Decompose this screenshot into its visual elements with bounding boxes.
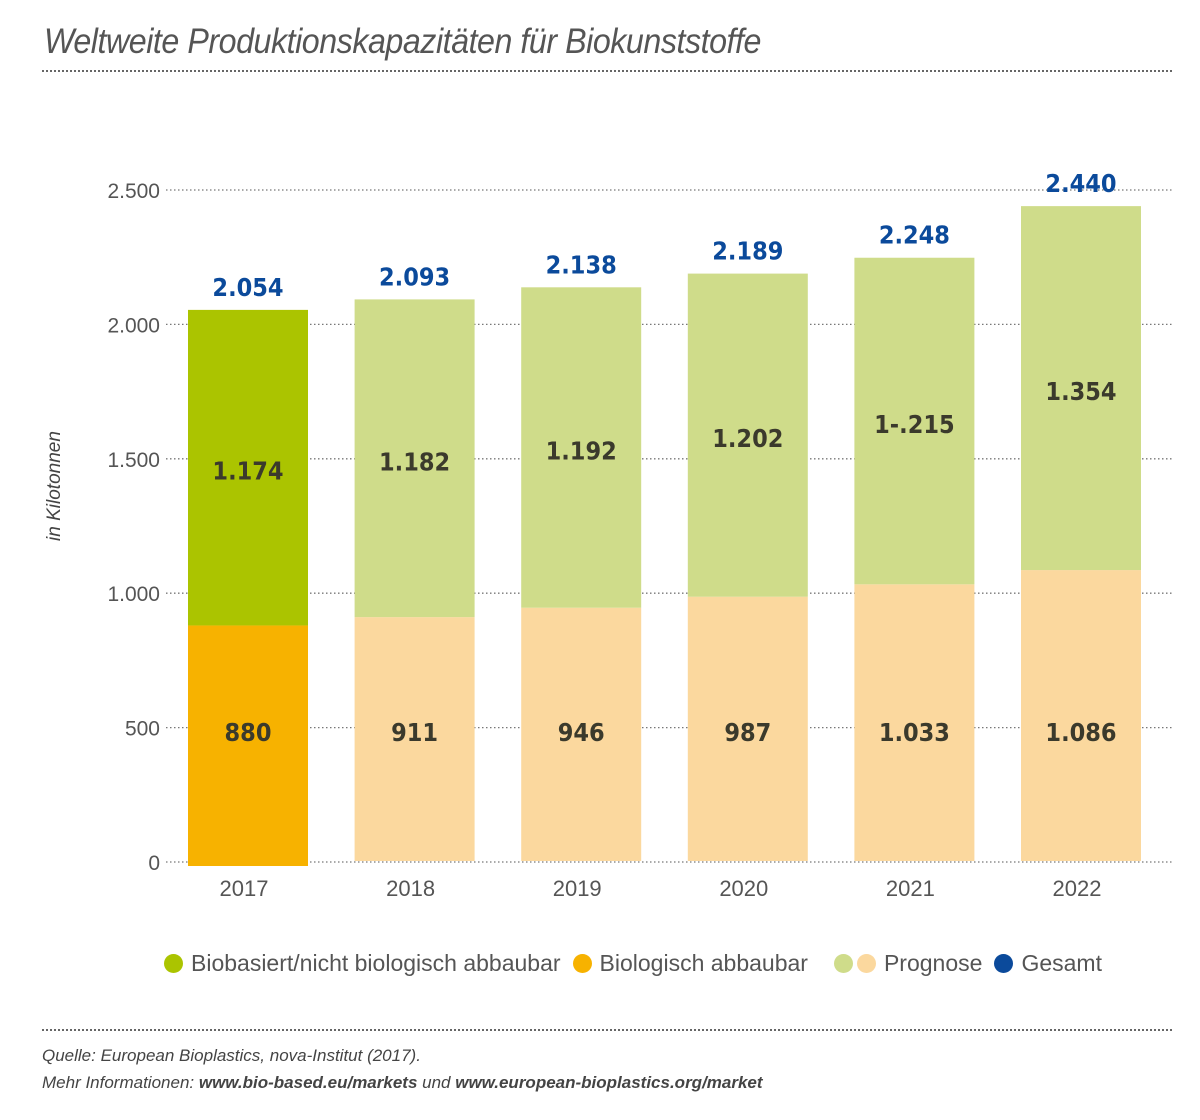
legend-item-biodegradable: Biologisch abbaubar: [572, 950, 808, 977]
data-label-total: 2.093: [379, 262, 450, 291]
bar-segment-biodegradable: [687, 596, 808, 861]
data-label-biobased: 1.182: [379, 447, 450, 476]
bar-segment-biobased: [1021, 206, 1141, 571]
legend-item-total: Gesamt: [994, 950, 1102, 977]
data-label-biobased: 1.354: [1045, 377, 1116, 406]
y-tick-label: 1.000: [107, 583, 160, 606]
title-divider: [42, 70, 1172, 72]
footer-divider: [42, 1029, 1172, 1031]
bar-segment-biodegradable: [854, 584, 975, 861]
y-tick-label: 2.000: [107, 314, 160, 337]
y-tick-label: 500: [125, 718, 160, 741]
data-label-biodegradable: 946: [558, 718, 605, 747]
y-tick-label: 1.500: [107, 449, 160, 472]
data-label-biodegradable: 1.033: [879, 718, 950, 747]
data-label-biodegradable: 1.086: [1045, 718, 1116, 747]
x-tick-label: 2021: [886, 876, 935, 901]
chart-title: Weltweite Produktionskapazitäten für Bio…: [44, 22, 761, 61]
legend-label: Gesamt: [1021, 950, 1102, 976]
link-bio-based[interactable]: www.bio-based.eu/markets: [198, 1073, 418, 1092]
data-label-total: 2.248: [879, 221, 950, 250]
data-label-biobased: 1.192: [546, 437, 617, 466]
legend-item-forecast: Prognose: [833, 950, 983, 977]
data-label-biobased: 1-.215: [874, 410, 954, 439]
legend-label: Biologisch abbaubar: [599, 950, 808, 976]
y-axis-label: in Kilotonnen: [44, 431, 65, 541]
legend-swatch-forecast-orange: [856, 954, 876, 973]
source-note: Quelle: European Bioplastics, nova-Insti…: [42, 1046, 421, 1065]
legend-item-biobased: Biobasiert/nicht biologisch abbaubar: [164, 950, 561, 977]
legend-label: Biobasiert/nicht biologisch abbaubar: [191, 950, 561, 976]
legend-label: Prognose: [883, 950, 983, 976]
y-tick-label: 2.500: [107, 180, 160, 203]
data-label-biodegradable: 880: [225, 718, 272, 747]
data-label-biodegradable: 911: [391, 718, 438, 747]
bar-segment-biobased: [687, 273, 808, 597]
bar-segment-biodegradable: [521, 607, 642, 861]
x-tick-label: 2020: [719, 876, 768, 901]
data-label-total: 2.054: [212, 273, 283, 302]
data-label-biobased: 1.174: [212, 457, 283, 486]
legend-swatch-biodegradable: [572, 954, 592, 973]
bar-segment-biodegradable: [188, 625, 308, 866]
data-label-biodegradable: 987: [724, 718, 771, 747]
legend-swatch-biobased: [164, 954, 183, 973]
bar-segment-biobased: [521, 287, 642, 608]
legend: Biobasiert/nicht biologisch abbaubar Bio…: [164, 950, 1114, 977]
bar-segment-biodegradable: [354, 617, 475, 861]
data-label-total: 2.189: [712, 237, 783, 266]
x-tick-label: 2017: [220, 876, 269, 901]
x-tick-label: 2022: [1053, 876, 1102, 901]
link-european-bioplastics[interactable]: www.european-bioplastics.org/market: [455, 1073, 763, 1092]
legend-swatch-total: [994, 954, 1014, 973]
bar-segment-biobased: [854, 257, 975, 585]
bar-segment-biobased: [354, 299, 475, 618]
data-label-total: 2.138: [546, 250, 617, 279]
x-tick-label: 2019: [553, 876, 602, 901]
x-tick-label: 2018: [386, 876, 435, 901]
more-info: Mehr Informationen: www.bio-based.eu/mar…: [42, 1073, 763, 1093]
y-tick-label: 0: [148, 852, 160, 875]
data-label-biobased: 1.202: [712, 424, 783, 453]
bar-segment-biodegradable: [1021, 570, 1141, 861]
bar-segment-biobased: [188, 309, 308, 626]
more-info-und: und: [417, 1073, 456, 1092]
legend-swatch-forecast-green: [833, 954, 853, 973]
more-info-prefix: Mehr Informationen:: [42, 1073, 199, 1092]
data-label-total: 2.440: [1045, 169, 1116, 198]
